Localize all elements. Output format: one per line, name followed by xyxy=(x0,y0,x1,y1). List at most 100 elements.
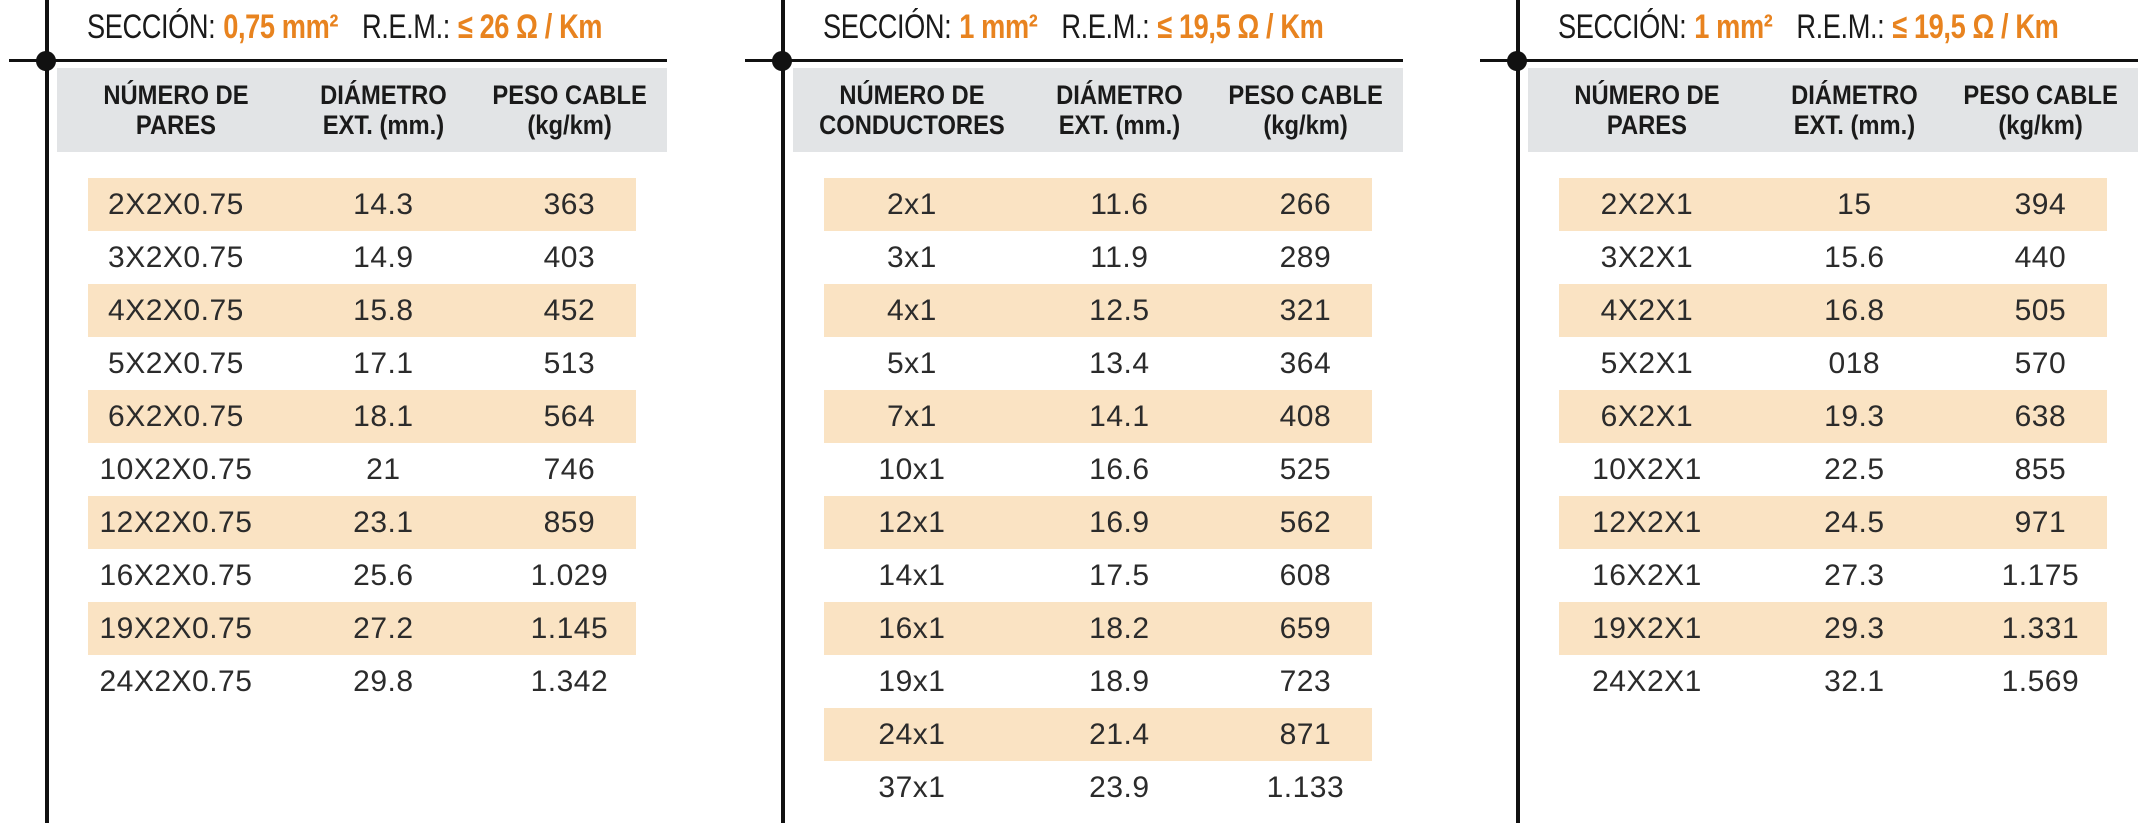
table-cell: 16.6 xyxy=(1089,452,1150,486)
table-cell: 408 xyxy=(1279,399,1332,433)
horizontal-rule xyxy=(745,59,1403,62)
table-cell: 3X2X1 xyxy=(1600,240,1694,274)
table-cell: 13.4 xyxy=(1089,346,1150,380)
table-cell: 525 xyxy=(1279,452,1332,486)
table-body: 2X2X0.75 14.3 363 3X2X0.75 14.9 403 4X2X0.75 15… xyxy=(57,178,667,708)
table-body: 2X2X1 15 394 3X2X1 15.6 440 4X2X1 16.8 505 5X2X1 0… xyxy=(1528,178,2138,708)
column-header-line: EXT. (mm.) xyxy=(322,110,445,140)
column-header-peso: PESO CABLE (kg/km) xyxy=(1208,80,1403,140)
column-header-line: NÚMERO DE xyxy=(1574,80,1720,110)
table-cell: 19X2X0.75 xyxy=(99,611,253,645)
table-cell: 403 xyxy=(543,240,596,274)
table-cell: 4X2X0.75 xyxy=(108,293,244,327)
column-header-line: DIÁMETRO xyxy=(319,80,447,110)
table-row: 2X2X1 15 394 xyxy=(1528,178,2138,231)
section-label: SECCIÓN: xyxy=(87,7,216,46)
table-row: 24X2X1 32.1 1.569 xyxy=(1528,655,2138,708)
section-label: SECCIÓN: xyxy=(823,7,952,46)
table-cell: 452 xyxy=(543,293,596,327)
column-header-diametro: DIÁMETRO EXT. (mm.) xyxy=(295,80,472,140)
table-cell: 5X2X1 xyxy=(1600,346,1694,380)
table-cell: 17.5 xyxy=(1089,558,1150,592)
table-cell: 1.145 xyxy=(530,611,609,645)
table-cell: 5x1 xyxy=(887,346,937,380)
table-cell: 871 xyxy=(1279,717,1332,751)
column-header-line: PESO CABLE xyxy=(1963,80,2118,110)
rem-label: R.E.M.: xyxy=(1061,7,1150,46)
table-cell: 16x1 xyxy=(878,611,946,645)
column-header-pares: NÚMERO DE PARES xyxy=(1528,80,1766,140)
table-cell: 608 xyxy=(1279,558,1332,592)
section-label: SECCIÓN: xyxy=(1558,7,1687,46)
table-cell: 5X2X0.75 xyxy=(108,346,244,380)
table-cell: 1.133 xyxy=(1266,770,1345,804)
table-row: 19x1 18.9 723 xyxy=(793,655,1403,708)
table-cell: 11.9 xyxy=(1090,240,1149,274)
table-cell: 1.342 xyxy=(530,664,609,698)
table-cell: 25.6 xyxy=(353,558,414,592)
table-cell: 19x1 xyxy=(878,664,946,698)
vertical-rule xyxy=(781,0,785,823)
table-row: 6X2X0.75 18.1 564 xyxy=(57,390,667,443)
table-row: 2x1 11.6 266 xyxy=(793,178,1403,231)
table-cell: 2x1 xyxy=(887,187,937,221)
table-cell: 513 xyxy=(543,346,596,380)
column-header-line: NÚMERO DE xyxy=(103,80,249,110)
table-row: 3X2X0.75 14.9 403 xyxy=(57,231,667,284)
table-cell: 564 xyxy=(543,399,596,433)
rem-label: R.E.M.: xyxy=(1796,7,1885,46)
table-cell: 18.9 xyxy=(1089,664,1150,698)
table-cell: 15.8 xyxy=(353,293,414,327)
table-cell: 12.5 xyxy=(1089,293,1150,327)
table-row: 4X2X1 16.8 505 xyxy=(1528,284,2138,337)
table-cell: 14.9 xyxy=(353,240,414,274)
table-cell: 19.3 xyxy=(1824,399,1885,433)
table-row: 12X2X0.75 23.1 859 xyxy=(57,496,667,549)
table-cell: 15 xyxy=(1837,187,1872,221)
table-cell: 1.331 xyxy=(2001,611,2080,645)
table-cell: 16.8 xyxy=(1824,293,1885,327)
rem-value: ≤ 26 Ω / Km xyxy=(457,7,603,46)
bullet-dot xyxy=(772,51,792,71)
table-cell: 018 xyxy=(1828,346,1881,380)
table-row: 14x1 17.5 608 xyxy=(793,549,1403,602)
table-cell: 6X2X0.75 xyxy=(108,399,244,433)
table-row: 6X2X1 19.3 638 xyxy=(1528,390,2138,443)
column-header-peso: PESO CABLE (kg/km) xyxy=(1943,80,2138,140)
table-cell: 27.3 xyxy=(1824,558,1885,592)
table-cell: 12X2X0.75 xyxy=(99,505,253,539)
table-cell: 23.1 xyxy=(353,505,414,539)
column-header-line: EXT. (mm.) xyxy=(1058,110,1181,140)
rem-value: ≤ 19,5 Ω / Km xyxy=(1892,7,2059,46)
table-seccion-1-conductores: SECCIÓN: 1 mm² R.E.M.: ≤ 19,5 Ω / Km NÚM… xyxy=(745,0,1403,833)
table-header-row: NÚMERO DE CONDUCTORES DIÁMETRO EXT. (mm.… xyxy=(793,68,1403,152)
table-row: 24x1 21.4 871 xyxy=(793,708,1403,761)
column-header-peso: PESO CABLE (kg/km) xyxy=(472,80,667,140)
section-value: 0,75 mm² xyxy=(223,7,339,46)
table-cell: 27.2 xyxy=(353,611,414,645)
table-row: 3X2X1 15.6 440 xyxy=(1528,231,2138,284)
table-cell: 659 xyxy=(1279,611,1332,645)
table-seccion-075: SECCIÓN: 0,75 mm² R.E.M.: ≤ 26 Ω / Km NÚ… xyxy=(9,0,667,833)
column-header-line: (kg/km) xyxy=(1263,110,1348,140)
column-header-line: PARES xyxy=(1606,110,1687,140)
table-cell: 394 xyxy=(2014,187,2067,221)
table-cell: 21.4 xyxy=(1089,717,1150,751)
table-cell: 7x1 xyxy=(887,399,937,433)
table-cell: 37x1 xyxy=(878,770,946,804)
column-header-line: CONDUCTORES xyxy=(819,110,1005,140)
column-header-line: NÚMERO DE xyxy=(839,80,985,110)
table-row: 24X2X0.75 29.8 1.342 xyxy=(57,655,667,708)
table-cell: 17.1 xyxy=(353,346,414,380)
table-cell: 6X2X1 xyxy=(1600,399,1694,433)
table-cell: 23.9 xyxy=(1089,770,1150,804)
table-row: 5x1 13.4 364 xyxy=(793,337,1403,390)
table-cell: 3x1 xyxy=(887,240,937,274)
table-row: 5X2X0.75 17.1 513 xyxy=(57,337,667,390)
table-row: 10x1 16.6 525 xyxy=(793,443,1403,496)
table-cell: 570 xyxy=(2014,346,2067,380)
table-cell: 364 xyxy=(1279,346,1332,380)
table-row: 10X2X0.75 21 746 xyxy=(57,443,667,496)
table-row: 3x1 11.9 289 xyxy=(793,231,1403,284)
table-cell: 321 xyxy=(1279,293,1332,327)
